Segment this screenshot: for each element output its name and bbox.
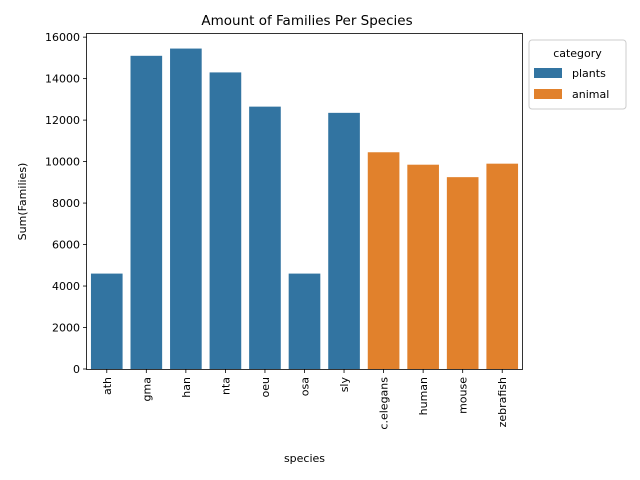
bar-human (407, 164, 439, 369)
bar-gma (130, 55, 163, 370)
y-tick-label: 0 (73, 363, 80, 376)
bar-nta (209, 72, 242, 369)
x-tick-label: oeu (259, 377, 272, 397)
chart-title: Amount of Families Per Species (201, 13, 412, 29)
x-tick-label: human (417, 377, 430, 415)
legend-title: category (553, 47, 602, 60)
x-axis-label: species (284, 452, 325, 465)
bar-zebrafish (486, 163, 519, 369)
plot-area: 0 2000 4000 6000 8000 10000 12000 14000 16000 ath… (45, 31, 519, 430)
legend-swatch-plants (534, 68, 562, 78)
y-tick-label: 6000 (52, 239, 80, 252)
x-tick-label: osa (299, 377, 312, 396)
x-tick-label: nta (219, 377, 232, 395)
y-tick-label: 4000 (52, 280, 80, 293)
legend-label-plants: plants (572, 67, 606, 80)
legend-label-animal: animal (572, 88, 609, 101)
y-tick-label: 2000 (52, 322, 80, 335)
bar-c-elegans (367, 152, 400, 369)
bar-han (170, 48, 202, 370)
legend: category plants animal (528, 39, 627, 110)
x-tick-label: sly (338, 377, 351, 393)
bar-oeu (249, 106, 281, 369)
x-tick-label: ath (101, 377, 114, 395)
bar-sly (328, 112, 360, 369)
y-tick-label: 12000 (45, 114, 80, 127)
y-tick-label: 10000 (45, 156, 80, 169)
y-axis-label: Sum(Families) (16, 163, 29, 241)
x-tick-label: han (180, 377, 193, 398)
bar-ath (90, 273, 123, 369)
y-tick-label: 14000 (45, 73, 80, 86)
legend-swatch-animal (534, 89, 562, 99)
y-tick-label: 16000 (45, 31, 80, 44)
plot-frame (86, 33, 523, 370)
y-tick-label: 8000 (52, 197, 80, 210)
bar-mouse (446, 177, 479, 369)
x-tick-label: c.elegans (378, 377, 391, 430)
bar-osa (288, 273, 321, 369)
x-tick-label: zebrafish (496, 377, 509, 427)
x-tick-label: mouse (457, 377, 470, 414)
x-tick-label: gma (140, 377, 153, 401)
